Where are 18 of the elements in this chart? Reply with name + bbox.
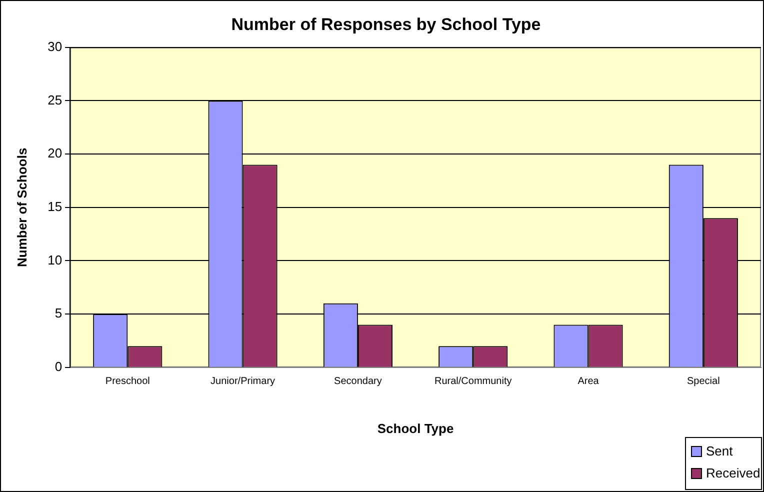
x-tick-label: Preschool xyxy=(105,376,150,388)
legend-label: Received xyxy=(706,466,760,481)
y-axis-title: Number of Schools xyxy=(14,148,30,267)
x-axis-title: School Type xyxy=(377,420,454,436)
x-tick-label: Secondary xyxy=(334,376,382,388)
y-tick-label: 15 xyxy=(48,198,62,214)
y-tick-label: 10 xyxy=(48,252,62,268)
x-tick-label: Junior/Primary xyxy=(210,376,276,388)
x-tick-label: Area xyxy=(578,376,600,388)
y-tick-label: 20 xyxy=(48,146,62,161)
y-tick-label: 0 xyxy=(54,358,62,374)
x-tick-label: Special xyxy=(687,376,720,388)
y-tick-label: 30 xyxy=(48,38,62,54)
y-tick-label: 25 xyxy=(48,92,62,108)
y-tick-label: 5 xyxy=(54,306,62,321)
x-tick-label: Rural/Community xyxy=(434,376,512,388)
legend-label: Sent xyxy=(706,444,734,459)
chart-title: Number of Responses by School Type xyxy=(231,14,541,34)
